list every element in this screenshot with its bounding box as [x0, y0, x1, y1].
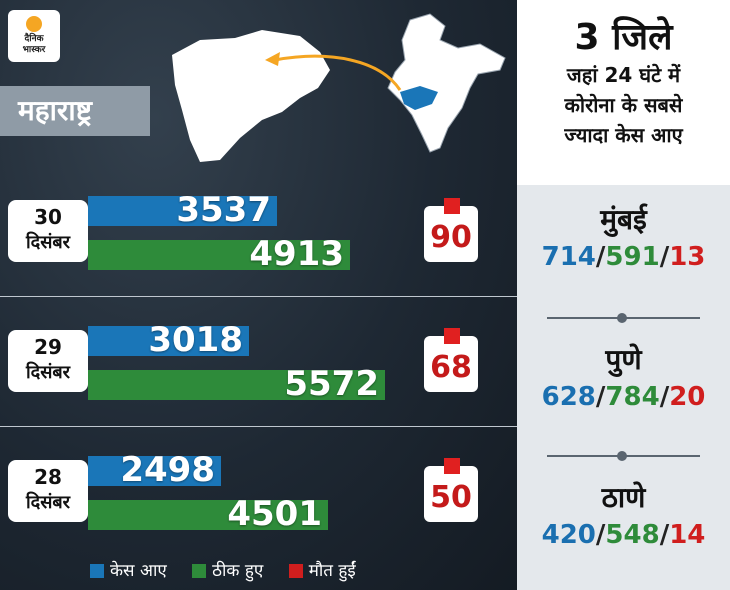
maharashtra-highlight — [400, 86, 438, 110]
city-name: मुंबई — [600, 203, 647, 236]
arrow-head — [265, 52, 280, 66]
date-month: दिसंबर — [25, 232, 71, 253]
divider-dot — [617, 451, 627, 461]
date-day: 29 — [34, 335, 62, 359]
panel-line3: ज्यादा केस आए — [564, 123, 683, 147]
legend-swatch-cases — [90, 564, 104, 578]
legend-deaths: मौत हुईं — [288, 558, 356, 581]
city-cases: 714 — [541, 242, 596, 272]
cases-value: 3018 — [148, 320, 243, 360]
city-stats: 714/591/13 — [541, 242, 706, 272]
state-label: महाराष्ट्र — [0, 86, 150, 136]
legend-label-deaths: मौत हुईं — [308, 561, 356, 581]
recovered-value: 4913 — [249, 234, 344, 274]
deaths-badge: 68 — [424, 328, 478, 392]
flag-icon — [444, 328, 460, 344]
panel-line1: जहां 24 घंटे में — [566, 63, 681, 87]
panel-line2: कोरोना के सबसे — [564, 93, 683, 117]
city-recovered: 784 — [605, 382, 660, 412]
city-deaths: 14 — [669, 520, 706, 550]
city-mumbai: मुंबई 714/591/13 — [517, 200, 730, 274]
deaths-value: 50 — [430, 480, 472, 515]
city-thane: ठाणे 420/548/14 — [517, 478, 730, 552]
row-separator — [0, 296, 517, 297]
city-pune: पुणे 628/784/20 — [517, 340, 730, 414]
deaths-badge: 90 — [424, 198, 478, 262]
date-month: दिसंबर — [25, 492, 71, 513]
maharashtra-map-icon — [172, 30, 330, 162]
cases-bar: 2498 — [88, 450, 221, 490]
date-badge: 30 दिसंबर — [8, 200, 88, 262]
cases-value: 3537 — [176, 190, 271, 230]
city-cases: 420 — [541, 520, 596, 550]
date-day: 28 — [34, 465, 62, 489]
flag-icon — [444, 458, 460, 474]
date-day: 30 — [34, 205, 62, 229]
date-row: 30 दिसंबर 3537 4913 90 — [0, 188, 517, 308]
date-month: दिसंबर — [25, 362, 71, 383]
recovered-bar: 4913 — [88, 234, 350, 274]
city-name: पुणे — [605, 343, 642, 376]
legend-swatch-deaths — [288, 564, 303, 578]
city-stats: 628/784/20 — [541, 382, 706, 412]
divider-dot — [617, 313, 627, 323]
india-map-icon — [387, 13, 506, 153]
city-stats: 420/548/14 — [541, 520, 706, 550]
districts-panel: 3 जिले जहां 24 घंटे में कोरोना के सबसे ज… — [517, 0, 730, 590]
date-row: 29 दिसंबर 3018 5572 68 — [0, 318, 517, 438]
legend-recovered: ठीक हुए — [192, 558, 263, 581]
recovered-bar: 5572 — [88, 364, 385, 404]
logo-line2: भास्कर — [22, 45, 46, 55]
panel-header: 3 जिले जहां 24 घंटे में कोरोना के सबसे ज… — [517, 0, 730, 185]
flag-icon — [444, 198, 460, 214]
city-deaths: 13 — [669, 242, 706, 272]
chart-panel: दैनिक भास्कर महाराष्ट्र 30 दिसंबर 3537 4913… — [0, 0, 517, 590]
legend-label-recovered: ठीक हुए — [212, 561, 264, 581]
city-cases: 628 — [541, 382, 596, 412]
date-badge: 28 दिसंबर — [8, 460, 88, 522]
recovered-value: 5572 — [284, 364, 379, 404]
legend-cases: केस आए — [90, 558, 167, 581]
panel-title: 3 जिले — [574, 17, 673, 58]
cases-value: 2498 — [120, 450, 215, 490]
maps-illustration — [172, 13, 506, 162]
row-separator — [0, 426, 517, 427]
legend-label-cases: केस आए — [110, 561, 167, 581]
sun-icon — [26, 16, 42, 32]
city-deaths: 20 — [669, 382, 706, 412]
cases-bar: 3537 — [88, 190, 277, 230]
deaths-value: 90 — [430, 220, 472, 255]
city-name: ठाणे — [601, 481, 646, 514]
legend: केस आए ठीक हुए मौत हुईं — [90, 558, 376, 582]
deaths-value: 68 — [430, 350, 472, 385]
cases-bar: 3018 — [88, 320, 249, 360]
dainik-bhaskar-logo: दैनिक भास्कर — [8, 10, 60, 62]
city-recovered: 548 — [605, 520, 660, 550]
recovered-value: 4501 — [227, 494, 322, 534]
deaths-badge: 50 — [424, 458, 478, 522]
logo-line1: दैनिक — [24, 34, 44, 44]
legend-swatch-recovered — [192, 564, 207, 578]
city-recovered: 591 — [605, 242, 660, 272]
arrow-icon — [274, 54, 402, 91]
recovered-bar: 4501 — [88, 494, 328, 534]
date-row: 28 दिसंबर 2498 4501 50 — [0, 448, 517, 568]
date-badge: 29 दिसंबर — [8, 330, 88, 392]
